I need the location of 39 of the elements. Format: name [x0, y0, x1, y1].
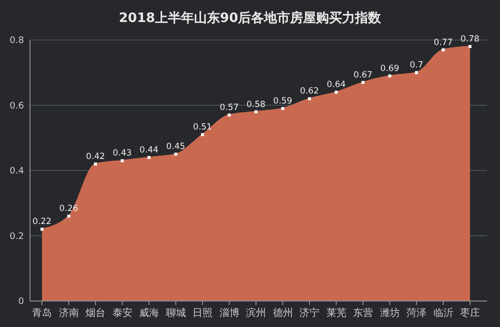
data-label: 0.44 [140, 145, 158, 156]
data-label: 0.62 [300, 86, 319, 97]
x-tick-label: 德州 [272, 307, 293, 319]
x-tick-label: 泰安 [112, 307, 132, 319]
data-label: 0.67 [354, 70, 372, 80]
x-tick-label: 滨州 [246, 307, 266, 319]
data-label: 0.64 [326, 80, 346, 90]
data-label: 0.69 [380, 64, 400, 74]
data-label: 0.45 [166, 142, 186, 152]
data-label: 0.22 [32, 217, 52, 228]
x-tick-label: 菏泽 [406, 307, 426, 319]
y-tick-label: 0.4 [10, 166, 24, 176]
x-tick-label: 东营 [353, 307, 373, 319]
y-tick-label: 0.2 [10, 232, 24, 242]
x-tick-label: 聊城 [166, 307, 186, 319]
chart-title: 2018上半年山东90后各地市房屋购买力指数 [118, 10, 382, 26]
x-tick-label: 济宁 [300, 307, 320, 319]
x-tick-label: 济南 [58, 307, 79, 319]
data-label: 0.78 [460, 34, 480, 45]
data-label: 0.51 [193, 122, 212, 133]
x-tick-label: 枣庄 [460, 307, 480, 319]
x-tick-label: 威海 [139, 307, 159, 319]
data-label: 0.77 [434, 38, 453, 48]
y-tick-label: 0 [18, 297, 24, 307]
y-tick-label: 0.8 [10, 36, 24, 46]
x-tick-label: 青岛 [32, 307, 52, 319]
x-tick-label: 潍坊 [380, 307, 400, 319]
x-tick-label: 莱芜 [326, 307, 346, 319]
data-label: 0.58 [246, 100, 266, 110]
x-tick-label: 淄博 [219, 307, 240, 319]
data-label: 0.7 [410, 60, 424, 71]
x-tick-label: 临沂 [433, 307, 454, 319]
data-label: 0.57 [220, 103, 239, 114]
data-label: 0.59 [273, 96, 292, 107]
y-tick-label: 0.6 [10, 101, 24, 112]
x-tick-label: 日照 [192, 308, 212, 319]
x-tick-label: 烟台 [86, 307, 106, 319]
data-label: 0.43 [112, 148, 132, 159]
data-label: 0.42 [86, 152, 105, 162]
